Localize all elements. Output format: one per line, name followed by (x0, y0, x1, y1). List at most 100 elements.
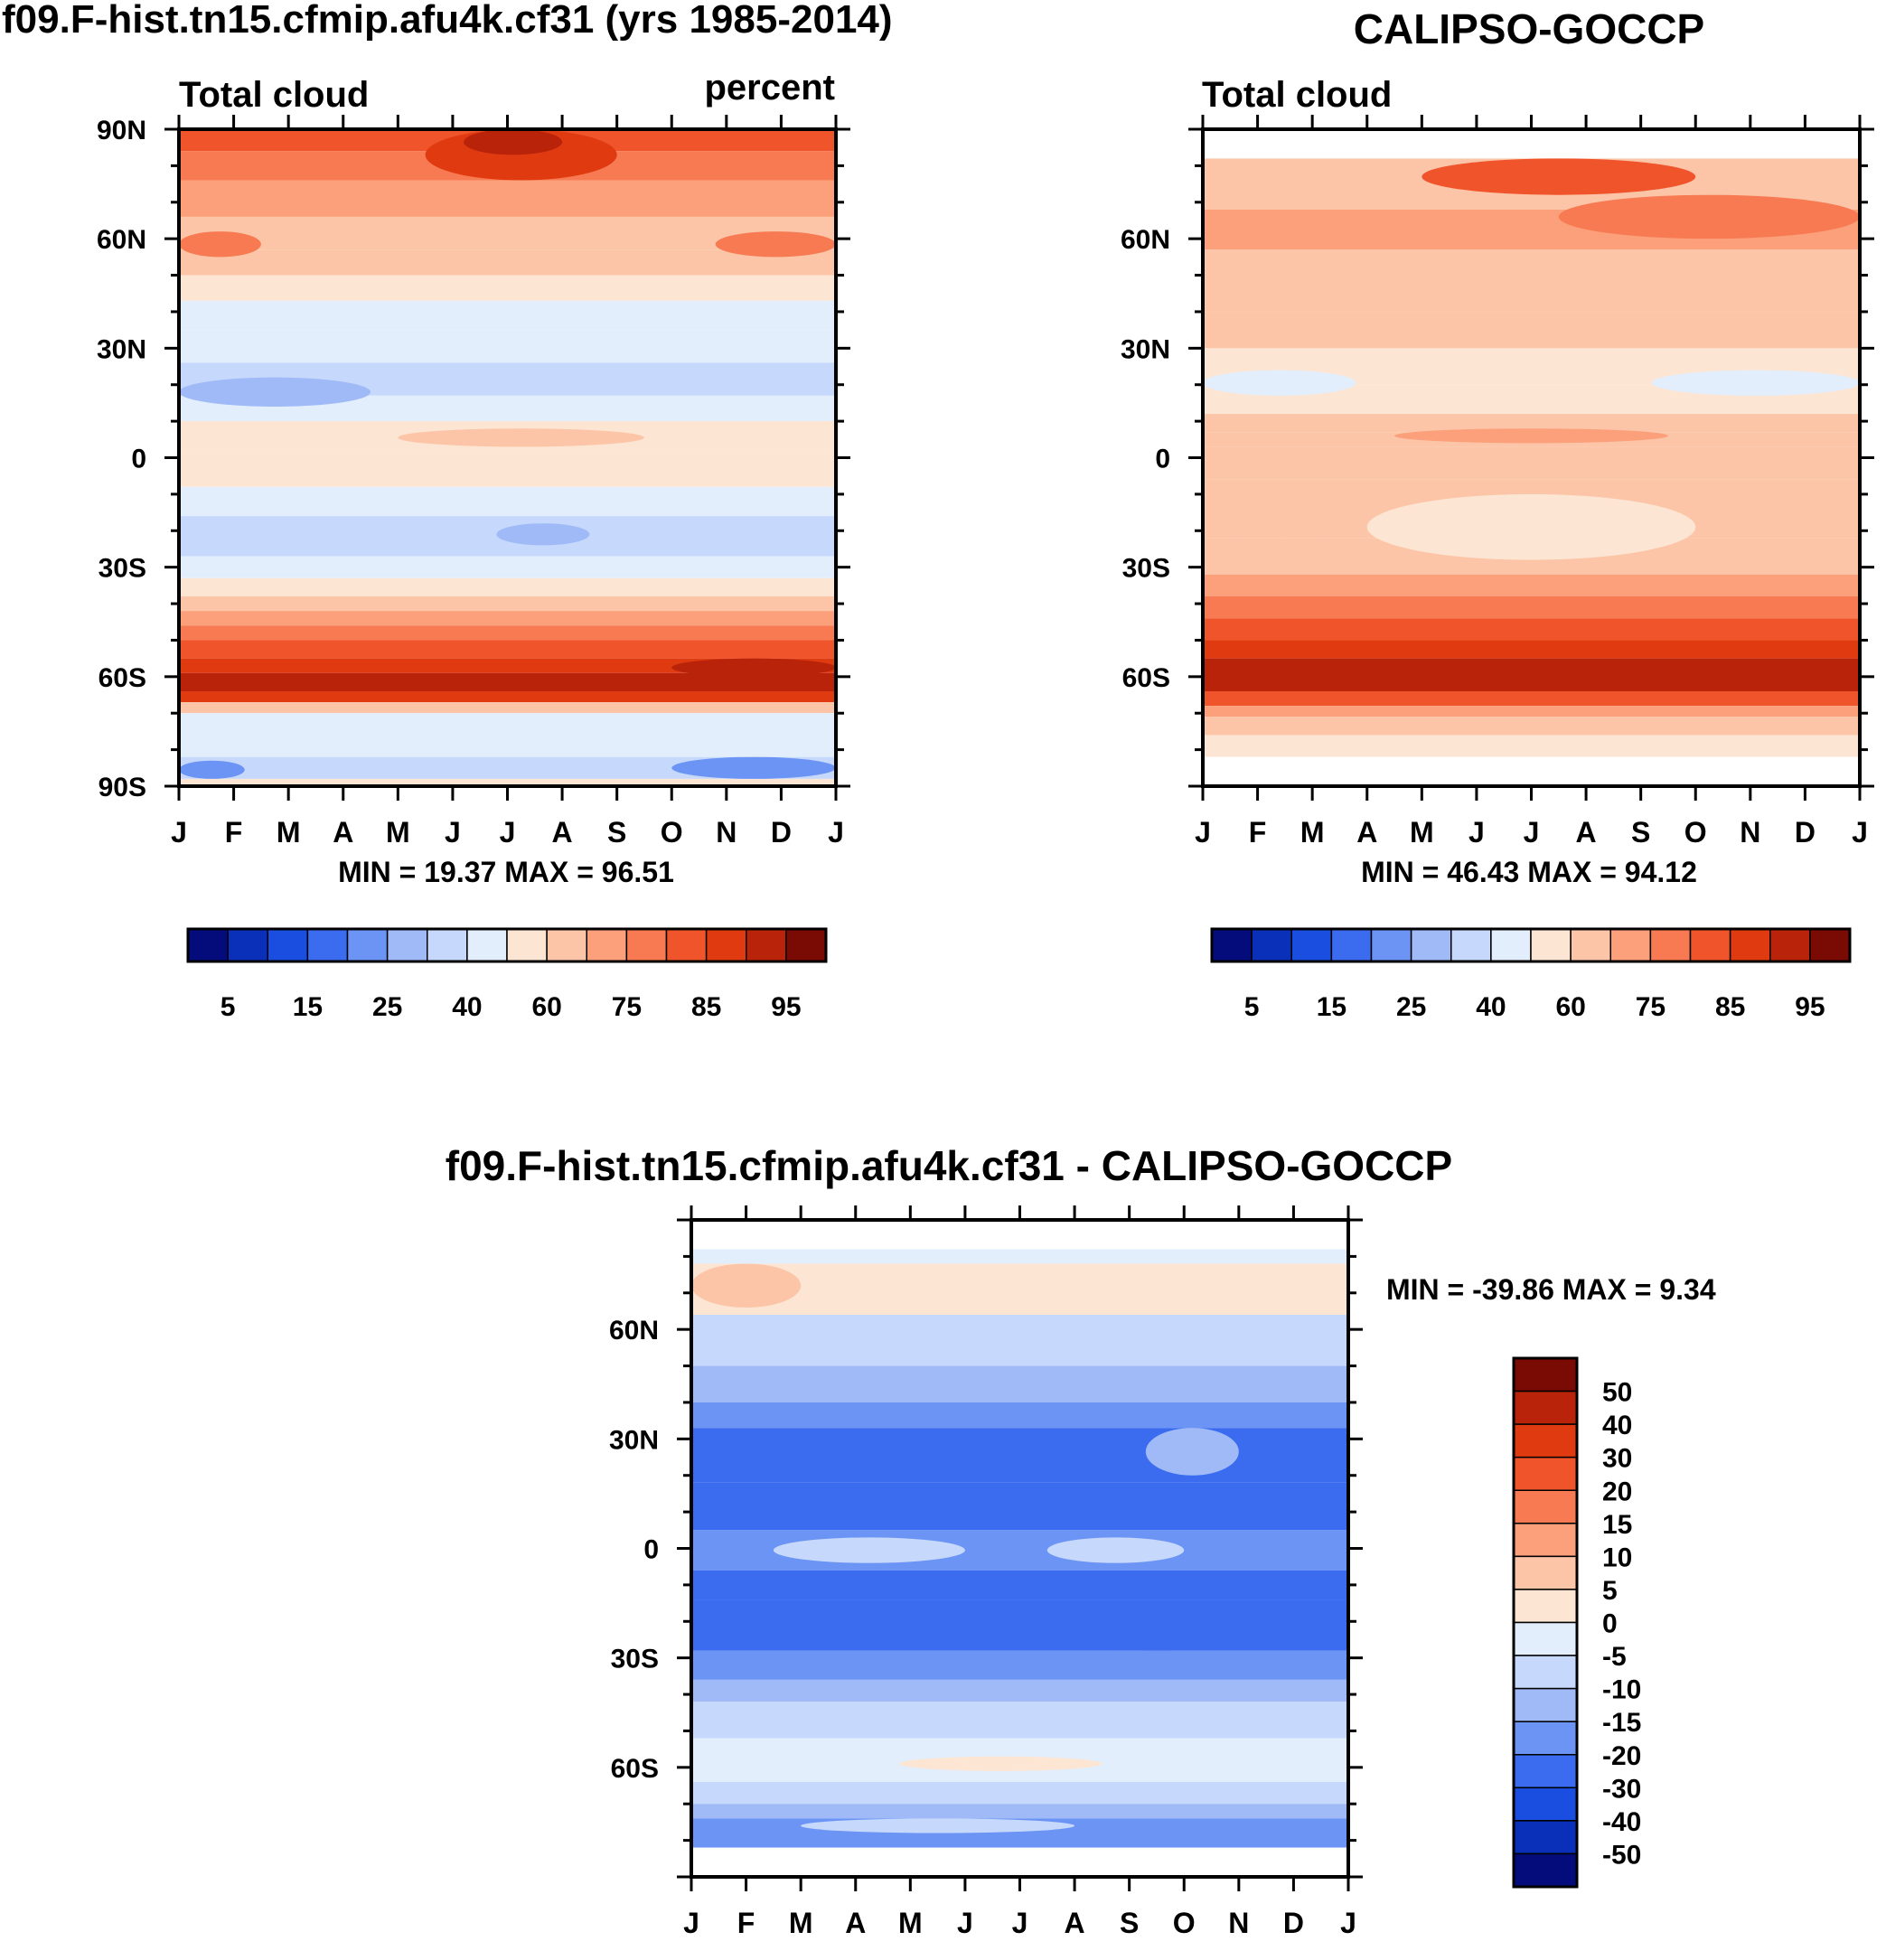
y-tick-label: 60S (1122, 663, 1170, 693)
colorbar-box (1211, 928, 1253, 962)
colorbar-box (1809, 928, 1851, 962)
contour-band (179, 778, 836, 786)
colorbar-label: 25 (1396, 992, 1426, 1022)
contour-band (179, 577, 836, 596)
colorbar-box (1513, 1555, 1578, 1590)
contour-blob (1651, 370, 1860, 396)
contour-blob (1203, 538, 1367, 567)
contour-band (179, 596, 836, 612)
panel-model-title: f09.F-hist.tn15.cfmip.afu4k.cf31 (yrs 19… (2, 0, 893, 42)
contour-band (691, 1315, 1348, 1366)
panel-obs-title: CALIPSO-GOCCP (1354, 5, 1704, 52)
contour-band (691, 1702, 1348, 1739)
contour-band (1203, 574, 1860, 596)
colorbar-label: 75 (612, 992, 642, 1022)
x-tick-label: O (1173, 1907, 1196, 1939)
colorbar-label: -20 (1602, 1741, 1641, 1771)
x-tick-label: J (1852, 816, 1868, 849)
panel-model-right-label: percent (705, 68, 836, 108)
contour-band (1203, 618, 1860, 641)
contour-band (179, 702, 836, 714)
colorbar-box (1513, 1687, 1578, 1722)
contour-blob (1394, 428, 1668, 444)
colorbar-label: -5 (1602, 1642, 1627, 1672)
colorbar-label: 5 (1602, 1576, 1618, 1606)
x-tick-label: N (716, 816, 737, 849)
x-tick-label: M (277, 816, 301, 849)
colorbar-label: 40 (1476, 992, 1506, 1022)
colorbar-label: 75 (1636, 992, 1665, 1022)
panel-diff-stats: MIN = -39.86 MAX = 9.34 (1386, 1273, 1716, 1306)
contour-blob (671, 756, 836, 779)
colorbar-label: 85 (691, 992, 721, 1022)
colorbar-label: 60 (1555, 992, 1585, 1022)
no-data-mask (1203, 756, 1860, 786)
colorbar-box (1513, 1655, 1578, 1690)
colorbar-label: 5 (221, 992, 236, 1022)
y-tick-label: 60S (611, 1754, 659, 1784)
no-data-mask (1203, 129, 1860, 159)
colorbar-label: 20 (1602, 1477, 1632, 1506)
x-tick-label: F (737, 1907, 755, 1939)
colorbar-box (1330, 928, 1373, 962)
colorbar-label: -15 (1602, 1708, 1641, 1738)
colorbar-box (746, 928, 787, 962)
x-tick-label: D (771, 816, 792, 849)
contour-blob (179, 760, 245, 779)
colorbar-box (1513, 1787, 1578, 1822)
colorbar-box (1513, 1621, 1578, 1656)
colorbar-label: 30 (1602, 1444, 1632, 1474)
colorbar-label: 10 (1602, 1543, 1632, 1572)
contour-band (179, 735, 836, 757)
y-tick-label: 60N (1121, 225, 1170, 255)
colorbar-label: 15 (293, 992, 323, 1022)
colorbar-box (1251, 928, 1292, 962)
x-tick-label: J (1340, 1907, 1356, 1939)
colorbar-label: 60 (531, 992, 561, 1022)
colorbar-box (1513, 1721, 1578, 1756)
x-tick-label: J (683, 1907, 699, 1939)
panel-model-colorbar: 5 15 25 40 60 75 85 95 (186, 927, 828, 1022)
x-tick-label: N (1228, 1907, 1249, 1939)
contour-blob (398, 428, 644, 447)
contour-band (691, 1570, 1348, 1600)
colorbar-box (1530, 928, 1572, 962)
colorbar-box (1513, 1390, 1578, 1425)
contour-band (179, 275, 836, 301)
y-tick-label: 0 (131, 445, 146, 474)
contour-blob (1156, 1263, 1348, 1308)
colorbar-label: -40 (1602, 1807, 1641, 1837)
y-tick-label: 60S (99, 663, 146, 693)
colorbar-box (1370, 928, 1412, 962)
x-tick-label: J (1012, 1907, 1028, 1939)
panel-obs-stats: MIN = 46.43 MAX = 94.12 (1361, 856, 1697, 888)
colorbar-box (1570, 928, 1611, 962)
no-data-mask (691, 1220, 1348, 1250)
contour-band (691, 1781, 1348, 1805)
contour-band (179, 658, 836, 673)
colorbar-label: -50 (1602, 1840, 1641, 1870)
y-tick-label: 90S (99, 773, 146, 802)
contour-blob (1145, 1428, 1239, 1476)
colorbar-box (306, 928, 349, 962)
contour-blob (691, 1263, 802, 1308)
x-tick-label: A (333, 816, 353, 849)
colorbar-box (1649, 928, 1692, 962)
colorbar-box (546, 928, 587, 962)
colorbar-box (1490, 928, 1532, 962)
colorbar-box (227, 928, 268, 962)
x-tick-label: J (171, 816, 187, 849)
x-tick-label: M (1300, 816, 1325, 849)
contour-band (691, 1365, 1348, 1402)
colorbar-frame (186, 927, 828, 963)
x-tick-label: M (1410, 816, 1434, 849)
x-tick-label: A (1065, 1907, 1085, 1939)
colorbar-box (1513, 1523, 1578, 1558)
colorbar-box (506, 928, 548, 962)
x-tick-label: M (898, 1907, 923, 1939)
contour-band (1203, 311, 1860, 349)
x-tick-label: F (1249, 816, 1267, 849)
